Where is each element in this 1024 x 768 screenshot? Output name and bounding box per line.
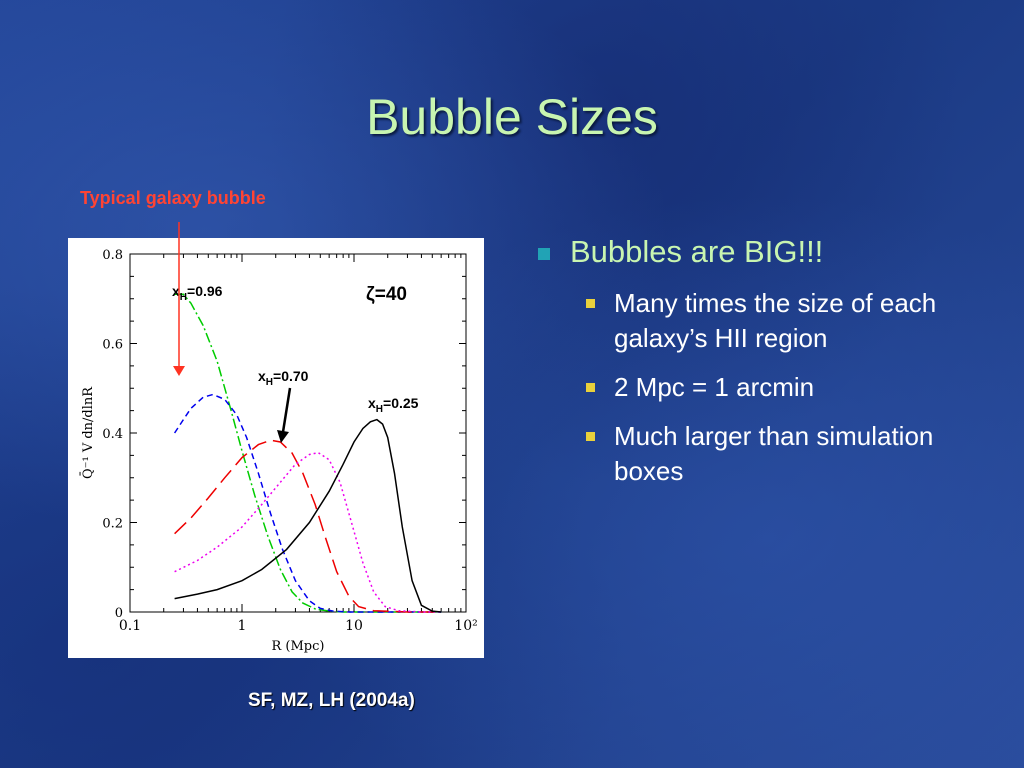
y-tick-label: 0.6 bbox=[102, 338, 123, 353]
red-arrow-head bbox=[173, 366, 185, 376]
series-line-3 bbox=[174, 451, 442, 613]
sub-bullet: Many times the size of each galaxy’s HII… bbox=[580, 286, 1006, 356]
bullet-main: Bubbles are BIG!!! bbox=[536, 230, 1006, 274]
y-axis-label: Q̄⁻¹ V dn/dlnR bbox=[80, 386, 96, 479]
y-tick-label: 0 bbox=[115, 606, 123, 621]
zeta-label: ζ=40 bbox=[366, 284, 407, 305]
x-tick-label: 10² bbox=[454, 618, 477, 634]
bullet-list: Bubbles are BIG!!! Many times the size o… bbox=[536, 230, 1006, 503]
y-tick-label: 0.8 bbox=[102, 248, 123, 263]
series-line-2 bbox=[174, 439, 442, 613]
sub-bullet-text: Many times the size of each galaxy’s HII… bbox=[614, 288, 937, 353]
sub-bullet-marker-icon bbox=[586, 383, 595, 392]
sub-bullet: Much larger than simulation boxes bbox=[580, 419, 1006, 489]
curve-label-2: xH=0.25 bbox=[368, 395, 419, 415]
bullet-main-text: Bubbles are BIG!!! bbox=[570, 234, 824, 269]
y-tick-label: 0.4 bbox=[102, 427, 123, 442]
bullet-marker-icon bbox=[538, 248, 550, 260]
x-tick-label: 10 bbox=[345, 618, 363, 634]
typical-galaxy-bubble-label: Typical galaxy bubble bbox=[80, 188, 266, 208]
sub-bullet-marker-icon bbox=[586, 432, 595, 441]
curve-label-1: xH=0.70 bbox=[258, 368, 309, 388]
series-line-0 bbox=[174, 293, 442, 613]
slide-title: Bubble Sizes bbox=[366, 89, 658, 145]
bubble-size-chart: 0 0.2 0.4 0.6 0.8 0.1 1 10 10² R (Mpc) Q̄⁻¹ V dn/d… bbox=[68, 238, 484, 658]
series-line-1 bbox=[173, 393, 442, 613]
curve-label-0: xH=0.96 bbox=[172, 283, 223, 303]
pointer-arrow-line bbox=[281, 387, 292, 433]
pointer-arrow-head bbox=[277, 430, 289, 443]
series-line-4 bbox=[174, 418, 442, 613]
x-tick-label: 0.1 bbox=[119, 618, 141, 634]
sub-bullet-text: 2 Mpc = 1 arcmin bbox=[614, 372, 815, 402]
sub-bullet-marker-icon bbox=[586, 299, 595, 308]
x-tick-label: 1 bbox=[238, 618, 247, 634]
sub-bullet-list: Many times the size of each galaxy’s HII… bbox=[536, 286, 1006, 489]
sub-bullet-text: Much larger than simulation boxes bbox=[614, 421, 934, 486]
chart-svg: 0 0.2 0.4 0.6 0.8 0.1 1 10 10² R (Mpc) Q̄⁻¹ V dn/d… bbox=[80, 248, 478, 654]
sub-bullet: 2 Mpc = 1 arcmin bbox=[580, 370, 1006, 405]
y-tick-label: 0.2 bbox=[102, 517, 123, 532]
red-arrow bbox=[173, 222, 185, 376]
x-axis-label: R (Mpc) bbox=[272, 639, 325, 654]
citation-caption: SF, MZ, LH (2004a) bbox=[248, 690, 415, 711]
